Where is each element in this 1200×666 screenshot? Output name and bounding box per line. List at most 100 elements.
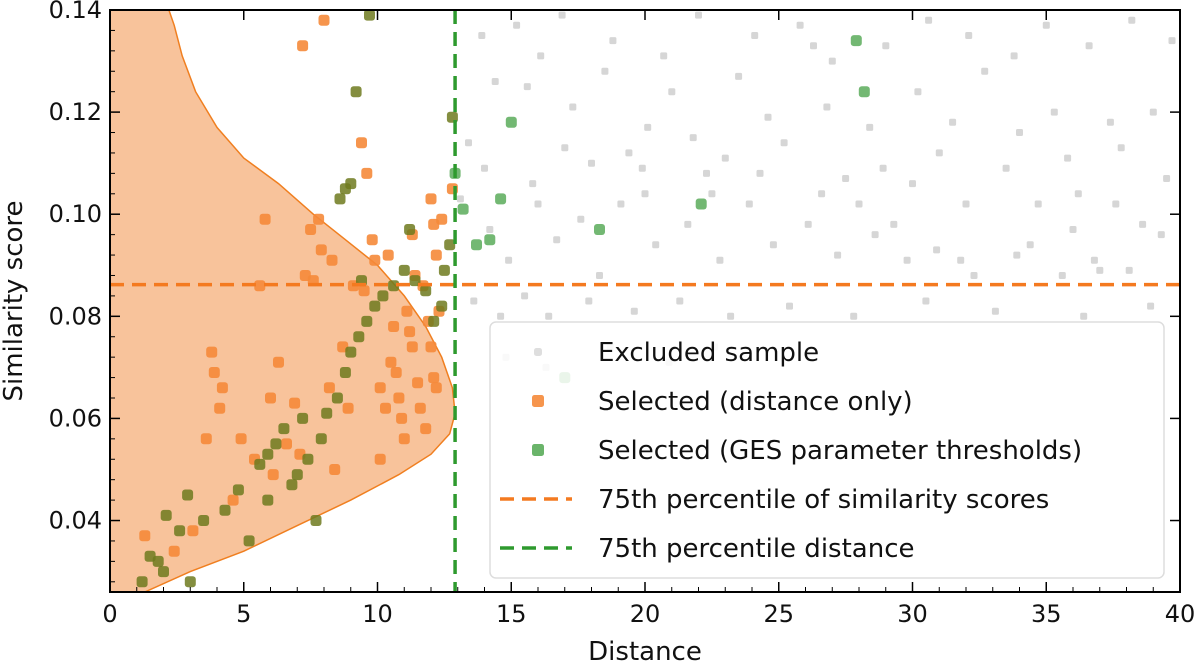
excluded-point [1034, 200, 1042, 208]
x-tick-label: 20 [630, 600, 661, 628]
distance-only-point [208, 367, 220, 378]
excluded-point [1010, 52, 1018, 60]
ges-threshold-point [858, 86, 870, 98]
distance-only-point [289, 397, 301, 409]
ges-threshold-point [438, 264, 450, 276]
excluded-point [922, 297, 930, 305]
excluded-point [850, 312, 858, 320]
ges-threshold-point [198, 515, 210, 526]
excluded-point [596, 272, 603, 279]
excluded-point [660, 52, 668, 60]
excluded-point [866, 123, 874, 131]
excluded-point [970, 272, 978, 279]
ges-threshold-point [302, 453, 314, 465]
excluded-point [521, 292, 529, 300]
excluded-point [1096, 266, 1104, 274]
distance-only-point [267, 469, 279, 481]
ges-threshold-point [254, 458, 266, 470]
excluded-point [638, 164, 646, 172]
distance-only-point [425, 193, 437, 205]
excluded-point [933, 246, 941, 254]
reference-lines [110, 10, 1180, 592]
ges-threshold-point [345, 346, 357, 358]
distance-only-point [380, 402, 391, 414]
ges-threshold-point [339, 367, 351, 378]
excluded-point [890, 220, 898, 228]
excluded-point [1157, 231, 1165, 239]
density-layer [110, 10, 456, 592]
distance-only-point [259, 213, 271, 225]
ges-threshold-point [262, 448, 274, 460]
ges-threshold-point [420, 285, 432, 297]
excluded-point [569, 103, 577, 111]
ges-threshold-point [404, 224, 416, 235]
distance-only-point [430, 382, 442, 394]
legend-label: Selected (GES parameter thresholds) [598, 436, 1082, 466]
excluded-point [644, 123, 652, 131]
y-tick-label: 0.06 [49, 404, 102, 432]
excluded-point [871, 231, 879, 239]
legend: Excluded sample Selected (distance only) S… [489, 321, 1165, 579]
ges-threshold-point [495, 193, 507, 205]
ges-threshold-point [270, 438, 282, 450]
excluded-point [756, 169, 764, 177]
distance-only-point [356, 137, 367, 149]
ges-threshold-point [350, 86, 362, 98]
legend-label: 75th percentile distance [598, 534, 914, 564]
ges-threshold-point [174, 525, 186, 537]
distance-only-point [206, 346, 218, 358]
excluded-point [764, 113, 772, 121]
x-tick-label: 5 [236, 600, 251, 628]
distance-only-point [420, 423, 432, 435]
ges-threshold-point [219, 504, 231, 516]
distance-only-point [358, 285, 370, 297]
ges-threshold-point [398, 264, 410, 276]
ges-threshold-point [331, 392, 343, 404]
excluded-point [735, 72, 743, 80]
excluded-point [981, 67, 989, 75]
excluded-point [842, 175, 850, 182]
x-tick-label: 10 [362, 600, 393, 628]
x-tick-label: 35 [1031, 600, 1062, 628]
ges-threshold-point [158, 566, 169, 578]
excluded-point [935, 149, 943, 157]
ges-threshold-point [436, 300, 448, 312]
excluded-point [478, 32, 486, 39]
excluded-point [537, 52, 545, 60]
ges-threshold-point [364, 10, 375, 21]
ges-threshold-point [369, 300, 381, 312]
excluded-point [909, 180, 916, 188]
distance-only-point [390, 367, 402, 378]
excluded-point [804, 220, 812, 228]
excluded-point [716, 256, 724, 264]
excluded-point [558, 11, 566, 19]
ges-threshold-point [471, 239, 482, 251]
excluded-point [769, 241, 777, 249]
distance-only-point [187, 525, 199, 537]
excluded-point [1064, 154, 1072, 162]
excluded-point [630, 307, 638, 315]
legend-label: 75th percentile of similarity scores [598, 485, 1049, 515]
ges-threshold-point [310, 515, 322, 526]
ges-threshold-point [278, 423, 290, 435]
excluded-point [545, 312, 553, 320]
ges-threshold-point [850, 35, 862, 47]
distance-only-point [318, 14, 330, 26]
excluded-point [962, 200, 970, 208]
distance-only-point [425, 341, 437, 353]
excluded-point [1026, 241, 1034, 249]
excluded-point [617, 200, 625, 208]
distance-only-point [428, 372, 440, 384]
ges-threshold-point [334, 193, 346, 205]
distance-only-point [235, 433, 247, 445]
excluded-point [1090, 256, 1098, 264]
ges-threshold-point [160, 509, 172, 521]
excluded-point [534, 200, 542, 208]
x-axis-label: Distance [588, 637, 702, 666]
excluded-point [810, 42, 817, 50]
distance-only-point [428, 218, 440, 230]
excluded-point [879, 164, 887, 172]
excluded-point [1080, 312, 1088, 320]
excluded-point [1058, 272, 1066, 279]
axis-ticks: 0 5 10 15 20 25 30 35 40 0.04 0.06 0.08 0.10 0.12 0.14 [49, 0, 1196, 628]
